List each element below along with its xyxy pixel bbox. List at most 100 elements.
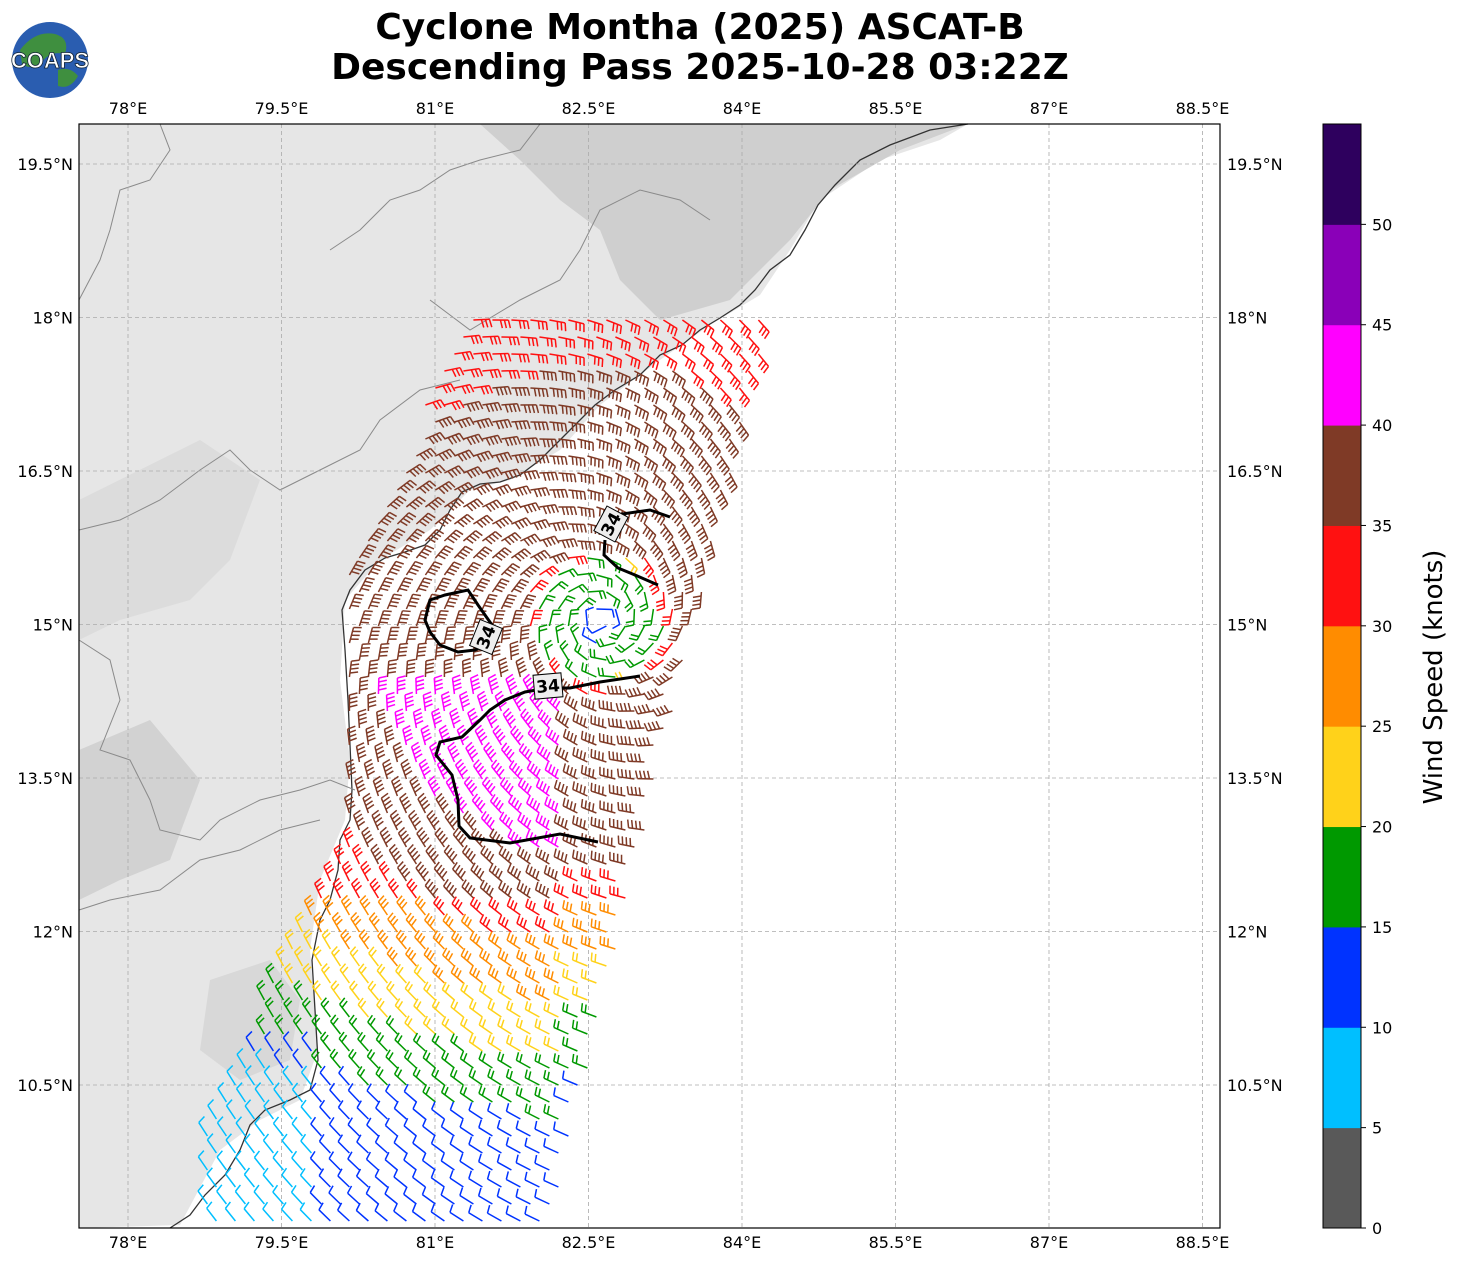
- wind-barb: [580, 867, 597, 882]
- lon-tick-bottom: 79.5°E: [255, 1233, 309, 1252]
- wind-barb: [339, 963, 351, 984]
- wind-barb: [365, 1185, 379, 1205]
- wind-barb: [506, 932, 521, 950]
- wind-barb: [461, 657, 472, 678]
- wind-barb: [422, 1015, 436, 1035]
- wind-barb: [443, 593, 460, 610]
- wind-barb: [642, 557, 655, 578]
- wind-barb: [368, 946, 380, 967]
- wind-barb: [568, 523, 587, 533]
- wind-barb: [197, 1150, 209, 1171]
- wind-barb: [434, 577, 452, 593]
- wind-barb: [352, 809, 366, 831]
- wind-barb: [562, 728, 578, 746]
- wind-barb: [505, 1137, 521, 1154]
- wind-barb: [500, 593, 517, 610]
- wind-barb: [281, 1099, 294, 1120]
- colorbar-segment: [1323, 926, 1361, 1028]
- wind-barb: [695, 523, 709, 545]
- wind-barb: [628, 625, 646, 641]
- wind-barb: [367, 1014, 379, 1035]
- wind-barb: [416, 826, 430, 848]
- wind-barb: [501, 532, 522, 546]
- wind-barb: [425, 464, 446, 478]
- map-frame: [78, 123, 1221, 1229]
- wind-barb: [596, 438, 613, 453]
- wind-barb: [358, 675, 369, 695]
- wind-barb: [225, 1099, 237, 1120]
- wind-barb: [478, 948, 493, 967]
- wind-barb: [625, 387, 641, 404]
- wind-barb: [469, 896, 483, 916]
- wind-barb: [372, 775, 385, 797]
- wind-barb: [497, 914, 512, 933]
- colorbar-segment: [1323, 726, 1361, 828]
- wind-barb: [347, 1151, 360, 1171]
- lon-tick-bottom: 85.5°E: [869, 1233, 923, 1252]
- wind-barb: [462, 810, 477, 831]
- wind-barb: [347, 1083, 360, 1103]
- wind-barb: [434, 513, 455, 527]
- lon-tick-bottom: 87°E: [1030, 1233, 1068, 1252]
- wind-barb: [435, 448, 456, 462]
- wind-barb: [411, 1169, 426, 1188]
- wind-barb: [253, 1184, 265, 1205]
- wind-barb: [655, 591, 666, 612]
- wind-barb: [425, 844, 439, 865]
- wind-barb: [549, 521, 570, 532]
- wind-barb: [679, 489, 693, 510]
- wind-barb: [543, 639, 554, 661]
- wind-barb: [525, 898, 540, 916]
- wind-barb: [350, 877, 363, 899]
- wind-barb: [590, 748, 607, 763]
- wind-barb: [644, 387, 659, 405]
- wind-barb: [553, 1019, 569, 1035]
- wind-barb: [571, 815, 588, 831]
- wind-barb: [467, 1204, 483, 1222]
- wind-barb: [405, 593, 422, 610]
- wind-barb: [450, 999, 464, 1018]
- wind-barb: [387, 912, 399, 933]
- wind-barb: [362, 792, 375, 814]
- wind-barb: [715, 489, 729, 511]
- wind-barb: [459, 1050, 474, 1069]
- wind-barb: [549, 421, 568, 432]
- wind-barb: [534, 1052, 550, 1069]
- wind-barb: [386, 946, 398, 967]
- wind-barb: [548, 580, 569, 593]
- wind-barb: [341, 860, 353, 882]
- wind-barb: [497, 1017, 512, 1035]
- wind-barb: [516, 949, 531, 967]
- wind-barb: [206, 1133, 218, 1154]
- wind-barb: [615, 404, 631, 420]
- wind-barb: [449, 1101, 464, 1120]
- wind-barb: [444, 399, 465, 411]
- wind-barb: [405, 528, 425, 543]
- wind-barb: [524, 1137, 540, 1154]
- wind-barb: [534, 881, 550, 899]
- wind-barb: [492, 483, 513, 496]
- wind-barb: [643, 659, 664, 671]
- wind-barb: [501, 369, 521, 379]
- wind-barb: [343, 792, 356, 814]
- wind-barb: [530, 387, 549, 398]
- wind-barb: [518, 743, 533, 763]
- wind-barb: [318, 1133, 331, 1154]
- wind-barb: [487, 1000, 502, 1018]
- wind-barb: [709, 336, 724, 356]
- wind-barb: [511, 517, 532, 530]
- wind-barb: [557, 595, 576, 610]
- wind-barb: [333, 843, 345, 865]
- wind-barb: [558, 568, 579, 578]
- wind-barb: [553, 882, 569, 899]
- wind-barb: [529, 609, 543, 627]
- wind-barb: [435, 415, 456, 428]
- wind-barb: [549, 353, 567, 365]
- colorbar-segment: [1323, 224, 1361, 326]
- wind-barb: [322, 894, 334, 916]
- wind-barb: [633, 703, 654, 715]
- wind-barb: [747, 336, 760, 357]
- wind-barb: [319, 1031, 332, 1052]
- colorbar-tick-label: 20: [1372, 818, 1392, 837]
- wind-barb: [394, 708, 405, 729]
